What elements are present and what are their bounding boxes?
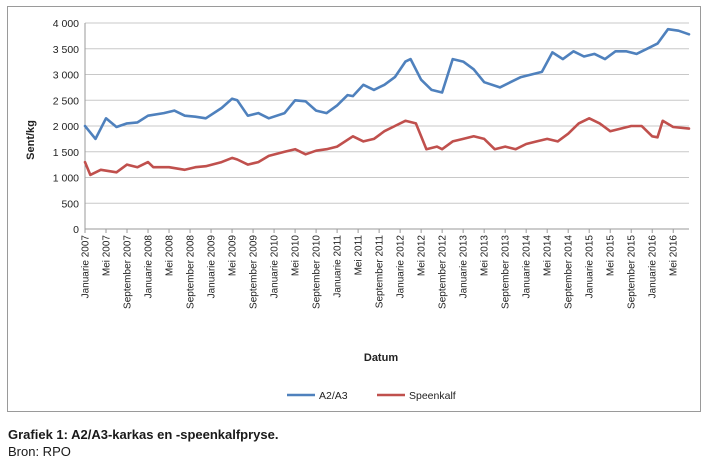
x-tick-label: September 2014 [564,235,575,309]
x-tick-label: Mei 2012 [417,235,428,277]
y-tick-label: 1 500 [53,147,79,159]
x-tick-label: Januarie 2009 [207,235,218,299]
x-tick-label: September 2013 [501,235,512,309]
x-tick-label: September 2007 [123,235,134,309]
x-tick-label: Januarie 2013 [459,235,470,299]
x-tick-label: September 2012 [438,235,449,309]
legend-label: Speenkalf [409,390,456,402]
y-tick-label: 1 000 [53,173,79,185]
series-lines [83,27,691,177]
x-tick-label: Januarie 2008 [144,235,155,299]
x-tick-label: Januarie 2007 [81,235,92,299]
y-tick-label: 3 000 [53,70,79,82]
x-tick-label: Mei 2013 [480,235,491,277]
x-tick-label: Januarie 2012 [396,235,407,299]
x-tick-label: Mei 2011 [354,235,365,276]
x-tick-label: Januarie 2014 [522,235,533,299]
x-tick-label: Mei 2010 [291,235,302,277]
y-axis-label: Sent/kg [25,120,37,160]
x-tick-label: Mei 2008 [165,235,176,277]
y-tick-label: 3 500 [53,44,79,56]
x-axis-label: Datum [364,352,398,364]
x-tick-label: Januarie 2016 [648,235,659,299]
series-line-0 [83,27,691,141]
y-tick-label: 0 [73,224,79,236]
legend-label: A2/A3 [319,390,348,402]
x-tick-label: Januarie 2011 [333,235,344,298]
x-tick-label: Januarie 2015 [585,235,596,299]
x-tick-label: Mei 2016 [669,235,680,277]
grid-lines [84,22,689,230]
y-tick-labels: 0 500 1 000 1 500 2 000 2 500 3 000 3 500 4 000 [53,18,79,236]
y-tick-label: 4 000 [53,18,79,30]
figure-caption: Grafiek 1: A2/A3-karkas en -speenkalfpry… [8,427,279,442]
x-tick-label: September 2008 [186,235,197,309]
legend: A2/A3 Speenkalf [287,390,456,402]
x-tick-label: September 2011 [375,235,386,309]
y-tick-label: 2 500 [53,95,79,107]
series-line-1 [83,117,691,177]
x-tick-label: Mei 2015 [606,235,617,277]
chart-frame: 0 500 1 000 1 500 2 000 2 500 3 000 3 500 4 000 … [7,6,701,412]
x-tick-label: September 2010 [312,235,323,309]
x-tick-labels: Januarie 2007 Mei 2007 September 2007 Janua… [81,228,689,309]
x-tick-label: Mei 2007 [102,235,113,277]
y-tick-label: 500 [61,198,79,210]
y-tick-label: 2 000 [53,121,79,133]
x-tick-label: Mei 2014 [543,235,554,277]
x-tick-label: Januarie 2010 [270,235,281,299]
x-tick-label: September 2015 [627,235,638,309]
x-tick-label: September 2009 [249,235,260,309]
figure-source: Bron: RPO [8,444,71,459]
x-tick-label: Mei 2009 [228,235,239,277]
